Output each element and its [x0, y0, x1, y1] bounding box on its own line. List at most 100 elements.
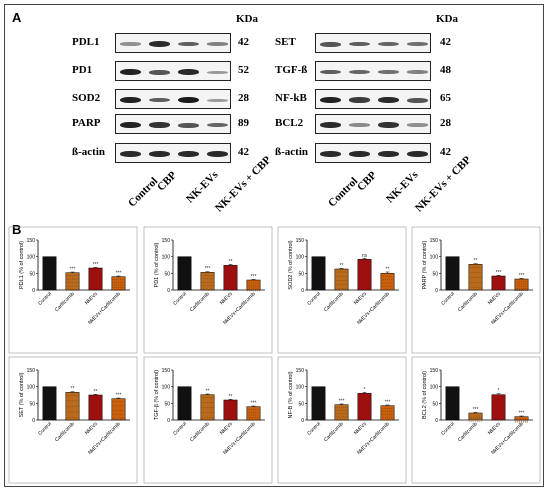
significance-mark: ** — [206, 389, 210, 395]
blot-band — [178, 96, 199, 104]
bar-Carfilzomib — [65, 392, 80, 421]
blot-band — [349, 123, 370, 127]
y-tick-label: 0 — [32, 288, 35, 294]
blot-band — [378, 122, 399, 128]
blot-band — [320, 69, 341, 75]
blot-band — [178, 41, 199, 47]
bar-NkEVs — [491, 394, 506, 421]
y-axis-label: PDL1 (% of control) — [19, 241, 25, 289]
significance-mark: *** — [116, 393, 122, 399]
blot-strip-right-0 — [315, 33, 431, 53]
y-tick-label: 50 — [164, 401, 170, 407]
blot-label-left-4: ß-actin — [72, 146, 105, 158]
bar-Control — [42, 256, 57, 291]
y-tick-label: 50 — [164, 271, 170, 277]
y-tick-label: 100 — [27, 385, 36, 391]
blot-band — [378, 150, 399, 158]
category-label: Control — [172, 421, 188, 437]
category-label: NkEVs — [219, 291, 234, 306]
y-tick-label: 100 — [296, 385, 305, 391]
category-label: Carfilzomib — [189, 291, 211, 313]
y-tick-label: 150 — [27, 238, 36, 244]
y-tick-label: 50 — [298, 401, 304, 407]
blot-band — [207, 70, 228, 74]
bar-Control — [311, 256, 326, 291]
category-label: Carfilzomib — [457, 291, 479, 313]
significance-mark: *** — [70, 267, 76, 273]
y-tick-label: 100 — [430, 255, 439, 261]
significance-mark: *** — [473, 407, 479, 413]
significance-mark: *** — [339, 399, 345, 405]
significance-mark: ** — [71, 386, 75, 392]
significance-mark: *** — [519, 273, 525, 279]
blot-band — [120, 68, 141, 76]
blot-band — [320, 121, 341, 129]
significance-mark: *** — [519, 411, 525, 417]
blot-label-right-2: NF-kB — [275, 92, 307, 104]
bar-NkEVs — [88, 267, 103, 291]
significance-mark: *** — [251, 274, 257, 280]
chart-frame — [8, 356, 138, 484]
blot-size-right-1: 48 — [440, 64, 451, 76]
y-tick-label: 50 — [29, 401, 35, 407]
blot-band — [349, 41, 370, 47]
blot-band — [120, 96, 141, 104]
y-tick-label: 50 — [432, 401, 438, 407]
significance-mark: *** — [93, 262, 99, 268]
category-label: Carfilzomib — [457, 421, 479, 443]
y-tick-label: 50 — [432, 271, 438, 277]
bar-NkEVs+Carfilzomib — [380, 405, 395, 421]
bar-Control — [177, 256, 192, 291]
blot-band — [378, 69, 399, 75]
kda-label-left: KDa — [236, 13, 258, 25]
bar-NkEVs — [223, 265, 238, 291]
category-label: NkEVs — [353, 421, 368, 436]
category-label: Carfilzomib — [323, 291, 345, 313]
blot-label-right-1: TGF-ß — [275, 64, 308, 76]
category-label: Control — [172, 291, 188, 307]
significance-mark: * — [364, 387, 366, 393]
y-tick-label: 150 — [430, 238, 439, 244]
category-label: NkEVs — [84, 421, 99, 436]
y-tick-label: 100 — [162, 385, 171, 391]
blot-size-right-3: 28 — [440, 117, 451, 129]
significance-mark: * — [498, 388, 500, 394]
y-axis-label: SOD2 (% of control) — [288, 240, 294, 289]
y-axis-label: BCL2 (% of control) — [422, 371, 428, 419]
blot-strip-right-2 — [315, 89, 431, 109]
y-tick-label: 100 — [430, 385, 439, 391]
category-label: Carfilzomib — [54, 421, 76, 443]
category-label: NkEVs — [219, 421, 234, 436]
blot-band — [207, 122, 228, 128]
chart-frame — [411, 356, 541, 484]
chart-frame — [8, 226, 138, 354]
category-label: NkEVs — [84, 291, 99, 306]
blot-band — [378, 41, 399, 47]
kda-label-right: KDa — [436, 13, 458, 25]
category-label: Control — [306, 291, 322, 307]
category-label: NkEVs — [487, 291, 502, 306]
blot-size-left-2: 28 — [238, 92, 249, 104]
blot-band — [407, 70, 428, 74]
blot-label-right-3: BCL2 — [275, 117, 304, 129]
y-axis-label: NF-B (% of control) — [288, 371, 294, 418]
blot-band — [149, 150, 170, 158]
bar-Control — [445, 256, 460, 291]
blot-label-left-2: SOD2 — [72, 92, 101, 104]
blot-label-left-3: PARP — [72, 117, 101, 129]
significance-mark: ** — [340, 263, 344, 269]
blot-band — [120, 121, 141, 129]
y-axis-label: PARP (% of control) — [422, 240, 428, 289]
blot-band — [349, 69, 370, 75]
blot-size-right-2: 65 — [440, 92, 451, 104]
blot-label-left-0: PDL1 — [72, 36, 100, 48]
blot-size-left-4: 42 — [238, 146, 249, 158]
significance-mark: *** — [251, 401, 257, 407]
bar-NkEVs — [491, 275, 506, 291]
y-tick-label: 50 — [29, 271, 35, 277]
blot-band — [378, 96, 399, 104]
